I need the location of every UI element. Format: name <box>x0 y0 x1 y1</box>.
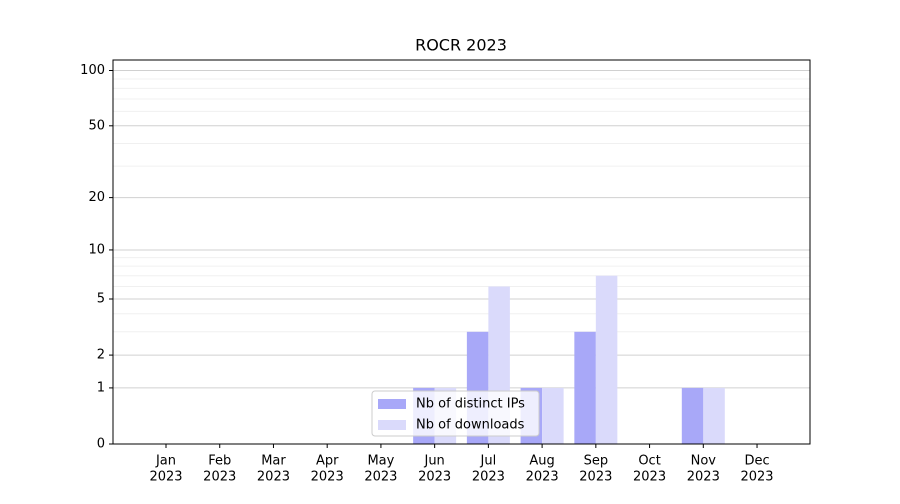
bar <box>681 387 704 444</box>
x-tick-label: Mar <box>261 454 286 469</box>
x-tick-label: Nov <box>691 454 717 469</box>
y-tick-label: 50 <box>88 118 105 133</box>
legend: Nb of distinct IPs Nb of downloads <box>371 390 540 437</box>
x-tick-label: Jun <box>423 454 444 469</box>
x-tick-label: 2023 <box>633 470 666 485</box>
x-tick-label: 2023 <box>687 470 720 485</box>
x-tick-label: 2023 <box>526 470 559 485</box>
x-tick-label: Apr <box>316 454 339 469</box>
x-tick-label: 2023 <box>472 470 505 485</box>
x-tick-label: 2023 <box>364 470 397 485</box>
legend-box <box>371 390 540 437</box>
y-tick-label: 10 <box>88 242 105 257</box>
y-tick-label: 1 <box>97 380 105 395</box>
x-tick-label: 2023 <box>257 470 290 485</box>
x-tick-label: Jan <box>155 454 176 469</box>
bar <box>574 331 596 444</box>
y-tick-label: 2 <box>97 348 105 363</box>
bar <box>595 275 618 444</box>
x-tick-label: Dec <box>744 454 769 469</box>
x-tick-label: Oct <box>638 454 660 469</box>
bar <box>703 387 725 444</box>
chart-title: ROCR 2023 <box>415 36 507 55</box>
x-tick-label: Aug <box>529 454 554 469</box>
x-tick-label: Sep <box>584 454 609 469</box>
x-tick-label: Jul <box>480 454 497 469</box>
legend-label: Nb of downloads <box>416 418 525 433</box>
x-tick-label: Feb <box>208 454 231 469</box>
x-tick-label: 2023 <box>740 470 773 485</box>
bar <box>542 387 564 444</box>
y-tick-label: 100 <box>80 63 105 78</box>
x-tick-label: May <box>367 454 394 469</box>
x-tick-label: 2023 <box>579 470 612 485</box>
y-tick-label: 20 <box>88 190 105 205</box>
x-tick-label: 2023 <box>418 470 451 485</box>
x-tick-label: 2023 <box>311 470 344 485</box>
legend-swatch <box>378 420 406 430</box>
x-tick-label: 2023 <box>149 470 182 485</box>
y-tick-label: 0 <box>97 437 105 452</box>
legend-swatch <box>378 399 406 409</box>
plot-frame <box>112 59 811 445</box>
legend-label: Nb of distinct IPs <box>416 397 525 412</box>
y-tick-label: 5 <box>97 291 105 306</box>
x-tick-label: 2023 <box>203 470 236 485</box>
